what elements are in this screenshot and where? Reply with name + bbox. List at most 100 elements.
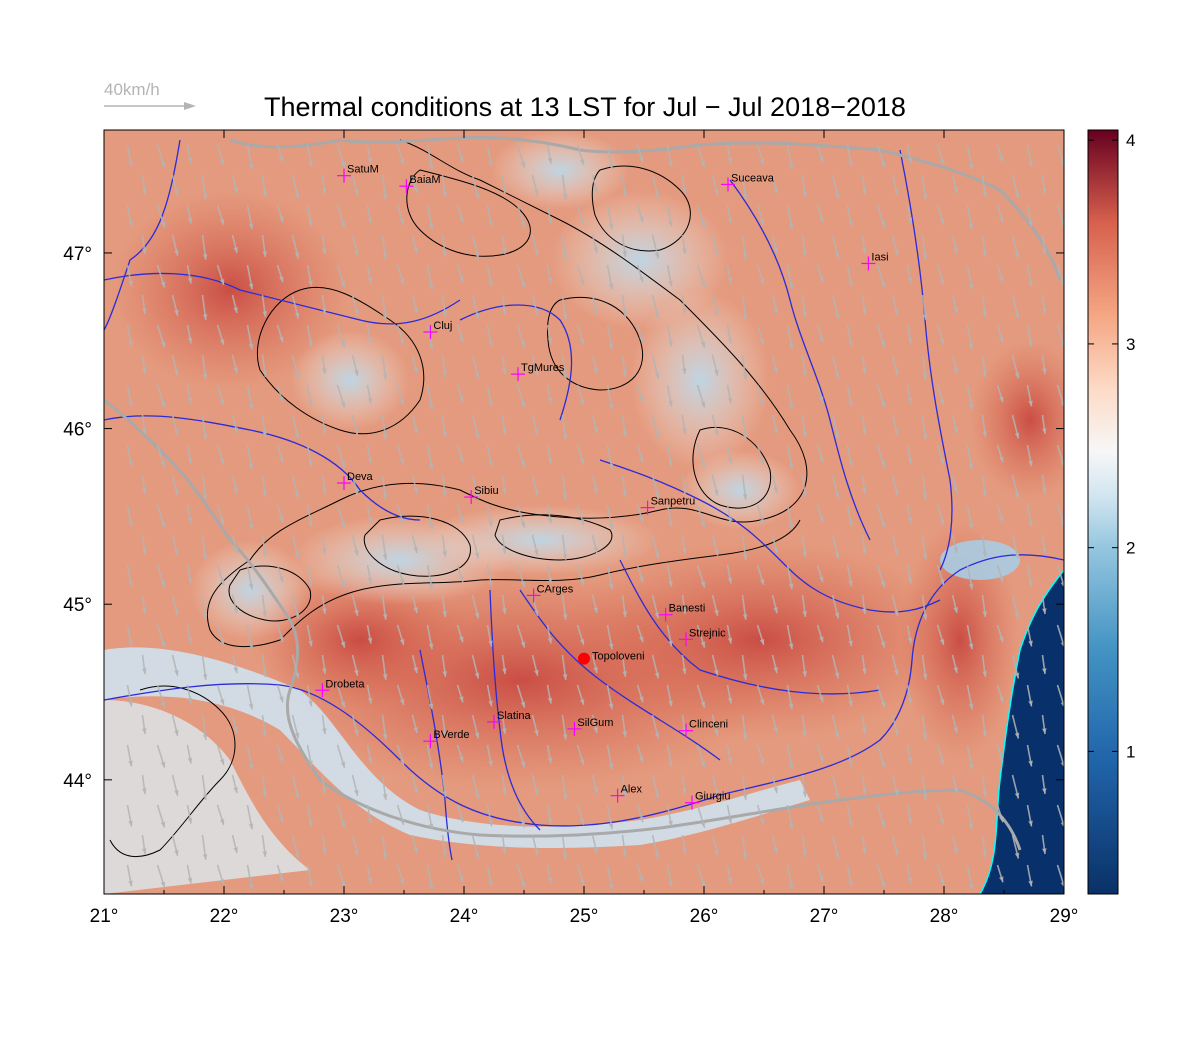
wind-arrow	[726, 384, 733, 404]
wind-arrow	[246, 444, 254, 470]
lat-tick-label: 45°	[63, 595, 92, 616]
wind-arrow	[651, 354, 660, 379]
wind-arrow	[891, 474, 899, 496]
wind-arrow	[576, 144, 585, 166]
colorbar-tick-label: 3	[1126, 335, 1135, 354]
wind-arrow	[576, 804, 585, 826]
wind-arrow	[1026, 144, 1033, 167]
wind-arrow	[861, 714, 867, 735]
wind-arrow	[891, 774, 899, 796]
wind-arrow	[771, 534, 778, 554]
wind-arrow	[276, 504, 284, 523]
lon-tick-label: 25°	[570, 906, 599, 927]
wind-arrow	[861, 834, 867, 855]
wind-arrow	[531, 414, 539, 436]
wind-arrow	[1041, 414, 1047, 435]
wind-arrow	[666, 444, 673, 467]
wind-arrow	[1073, 655, 1079, 676]
wind-arrow	[456, 684, 464, 703]
highlight-point: Topoloveni	[578, 651, 645, 665]
wind-arrow	[486, 444, 493, 467]
wind-arrow	[861, 654, 867, 675]
wind-arrow	[1041, 174, 1047, 195]
wind-arrow	[711, 594, 719, 616]
wind-arrow	[186, 444, 193, 464]
wind-arrow	[951, 414, 958, 434]
wind-arrow	[666, 744, 673, 767]
wind-arrow	[291, 654, 300, 679]
wind-arrow	[636, 684, 644, 703]
wind-arrow	[546, 684, 553, 704]
wind-arrow	[576, 744, 585, 766]
wind-arrow	[891, 714, 899, 736]
wind-arrow	[951, 234, 958, 254]
wind-arrow	[291, 534, 300, 559]
wind-arrow	[666, 144, 673, 167]
wind-arrow	[426, 264, 434, 290]
wind-arrow	[951, 174, 958, 194]
wind-arrow	[966, 744, 974, 770]
wind-arrow	[921, 294, 928, 321]
wind-arrow	[1041, 234, 1047, 255]
wind-arrow	[1026, 624, 1033, 647]
wind-arrow	[411, 654, 418, 674]
wind-arrow	[516, 804, 526, 828]
wind-arrow	[471, 354, 480, 379]
wind-arrow	[636, 624, 644, 643]
wind-arrow	[801, 414, 808, 438]
wind-arrow	[246, 384, 254, 410]
wind-arrow	[471, 594, 480, 619]
wind-arrow	[276, 744, 284, 763]
wind-arrow	[216, 444, 225, 466]
wind-arrow	[681, 474, 687, 495]
wind-arrow	[711, 354, 719, 376]
wind-arrow	[531, 534, 539, 556]
wind-arrow	[546, 744, 553, 764]
wind-arrow	[996, 864, 1004, 883]
wind-arrow	[426, 684, 434, 710]
wind-arrow	[231, 174, 238, 194]
wind-arrow	[381, 354, 388, 381]
city-marker: CArges	[526, 583, 574, 603]
wind-arrow	[351, 774, 359, 796]
wind-arrow	[621, 294, 628, 318]
wind-arrow	[171, 414, 179, 436]
wind-arrow	[411, 834, 418, 854]
wind-arrow	[1026, 204, 1033, 227]
wind-arrow	[216, 624, 225, 646]
wind-arrow	[276, 444, 284, 463]
wind-arrow	[816, 204, 824, 223]
wind-arrow	[291, 594, 300, 619]
wind-arrow	[831, 234, 840, 259]
city-marker: Alex	[610, 784, 642, 803]
wind-arrow	[336, 804, 346, 828]
wind-arrow	[321, 534, 327, 555]
wind-arrow	[261, 414, 268, 438]
wind-arrow	[186, 204, 193, 224]
wind-arrow	[981, 474, 988, 498]
wind-arrow	[1056, 624, 1064, 648]
wind-arrow	[621, 654, 628, 678]
wind-arrow	[1073, 595, 1079, 616]
city-marker: Strejnic	[679, 627, 726, 647]
wind-arrow	[756, 864, 765, 886]
wind-arrow	[816, 504, 824, 523]
wind-arrow	[756, 444, 765, 466]
wind-arrow	[531, 774, 539, 796]
wind-arrow	[726, 564, 733, 584]
wind-arrow	[126, 684, 133, 707]
wind-arrow	[351, 354, 359, 376]
wind-arrow	[306, 564, 313, 587]
wind-arrow	[321, 294, 327, 315]
wind-arrow	[606, 864, 614, 890]
wind-arrow	[201, 594, 208, 621]
wind-arrow	[786, 204, 794, 230]
wind-arrow	[246, 264, 254, 290]
axes: 21° 22° 23° 24° 25° 26° 27° 28° 29° 44° 45° 46° 47°	[63, 130, 1078, 927]
wind-arrow	[396, 264, 405, 286]
wind-arrow	[486, 684, 493, 707]
wind-arrow	[696, 204, 706, 228]
wind-arrow	[306, 204, 313, 227]
wind-arrow	[696, 624, 706, 648]
wind-arrow	[756, 744, 765, 766]
